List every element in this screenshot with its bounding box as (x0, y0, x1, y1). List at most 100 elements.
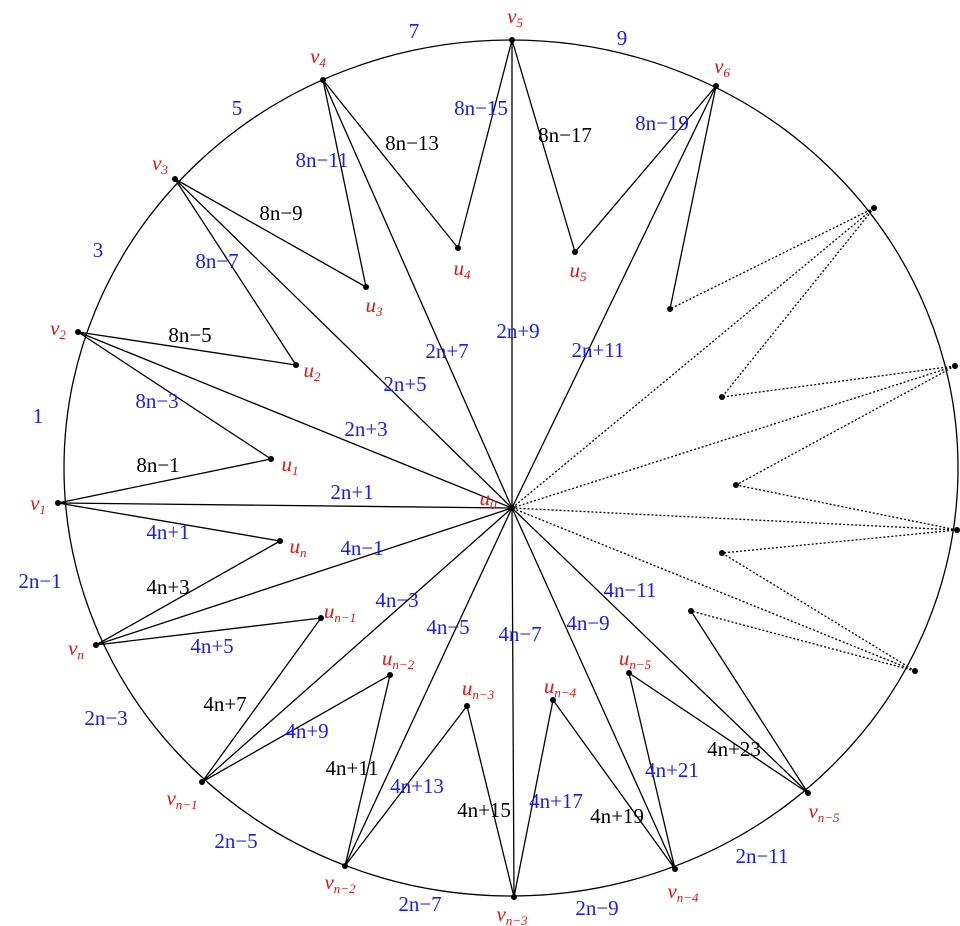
edge (77, 331, 297, 366)
edge-label: 4n−9 (566, 611, 609, 635)
edge-label: 2n+5 (383, 372, 426, 396)
vertex (572, 249, 578, 255)
edge-label: 8n−1 (136, 453, 179, 477)
edge-label: 8n−3 (135, 389, 178, 413)
vertex (912, 668, 918, 674)
vertex (550, 697, 556, 703)
edge-label: 2n+11 (571, 338, 624, 362)
edge-label: 2n−1 (18, 569, 61, 593)
edge-label: 8n−7 (195, 249, 238, 273)
vertex-subscript: n−4 (677, 890, 699, 905)
vertex (293, 362, 299, 368)
edge (721, 529, 958, 554)
edge (344, 674, 391, 867)
vertex-name: v (496, 902, 506, 926)
vertex-label: un−1 (324, 599, 356, 625)
vertex (509, 37, 515, 43)
edge (322, 79, 367, 288)
edge (344, 705, 468, 867)
edge (201, 507, 513, 783)
vertex-subscript: 6 (723, 65, 730, 80)
edge-label: 2n−5 (214, 829, 257, 853)
vertex-name: u (619, 646, 630, 670)
edge (669, 207, 875, 310)
edge (511, 507, 676, 870)
vertex-name: v (808, 799, 818, 823)
edge (95, 540, 281, 646)
vertex-subscript: 2 (314, 369, 321, 384)
vertex-name: u (282, 452, 293, 476)
vertex (719, 394, 725, 400)
vertex-name: v (50, 316, 60, 340)
edge (511, 507, 916, 672)
edge (511, 507, 515, 898)
vertex-subscript: 2 (59, 327, 66, 342)
edge-label: 2n+7 (425, 339, 468, 363)
edge-label: 4n+19 (590, 804, 644, 828)
vertex (363, 284, 369, 290)
outer-circle (63, 39, 959, 897)
vertex-name: v (166, 786, 176, 810)
vertex-label: v3 (152, 151, 168, 177)
vertex-name: u (290, 534, 301, 558)
vertex-name: u (570, 258, 581, 282)
edge-label: 2n−11 (735, 844, 788, 868)
edge (511, 85, 717, 509)
vertex-label: vn−2 (324, 870, 356, 896)
vertex (342, 863, 348, 869)
vertex-label: vn (68, 636, 84, 662)
edge-label: 4n−3 (375, 588, 418, 612)
edge-label: 4n+23 (707, 737, 761, 761)
vertex-name: u (366, 293, 377, 317)
edge (735, 365, 956, 486)
vertex-name: u (324, 599, 335, 623)
vertex-subscript: 3 (160, 162, 168, 177)
edge (201, 617, 322, 783)
vertex-subscript: 4 (464, 267, 471, 282)
edge (77, 331, 513, 509)
edge-label: 4n+11 (325, 756, 378, 780)
vertex (733, 482, 739, 488)
vertex (688, 608, 694, 614)
vertex-label: un−2 (382, 646, 415, 672)
edge (690, 610, 916, 672)
vertex-label: vn−1 (166, 786, 197, 812)
edge (511, 207, 875, 509)
vertex-label: vn−5 (808, 799, 840, 825)
edge-label: 4n−1 (340, 536, 383, 560)
edge-label: 8n−9 (259, 201, 302, 225)
vertex-subscript: n−1 (176, 797, 198, 812)
vertex-subscript: 5 (580, 269, 587, 284)
vertex-label: vn−4 (667, 879, 699, 905)
vertex-subscript: n−2 (392, 657, 414, 672)
edge (735, 484, 958, 531)
edge (721, 365, 956, 398)
vertex-subscript: 1 (39, 502, 46, 517)
edge (457, 39, 513, 249)
vertex (464, 703, 470, 709)
edge (511, 507, 958, 531)
vertex-label: v5 (507, 4, 523, 30)
vertex (672, 866, 678, 872)
vertex (626, 670, 632, 676)
edge (552, 699, 676, 870)
edge-label: 2n+1 (330, 480, 373, 504)
vertex-subscript: 3 (375, 304, 383, 319)
edge-label: 8n−13 (385, 131, 439, 155)
edge-label: 4n−5 (426, 615, 469, 639)
vertex (277, 538, 283, 544)
edge (322, 79, 459, 249)
vertex-label: u4 (454, 256, 472, 282)
edge (628, 672, 676, 870)
vertex-subscript: 4 (319, 55, 326, 70)
vertex (713, 83, 719, 89)
vertex-name: v (324, 870, 334, 894)
vertex (55, 500, 61, 506)
edge (174, 178, 367, 288)
edge-label: 4n+1 (146, 520, 189, 544)
vertex (172, 176, 178, 182)
edge-label: 4n+21 (645, 758, 699, 782)
edge (690, 610, 809, 794)
vertex-subscript: n−3 (472, 687, 494, 702)
